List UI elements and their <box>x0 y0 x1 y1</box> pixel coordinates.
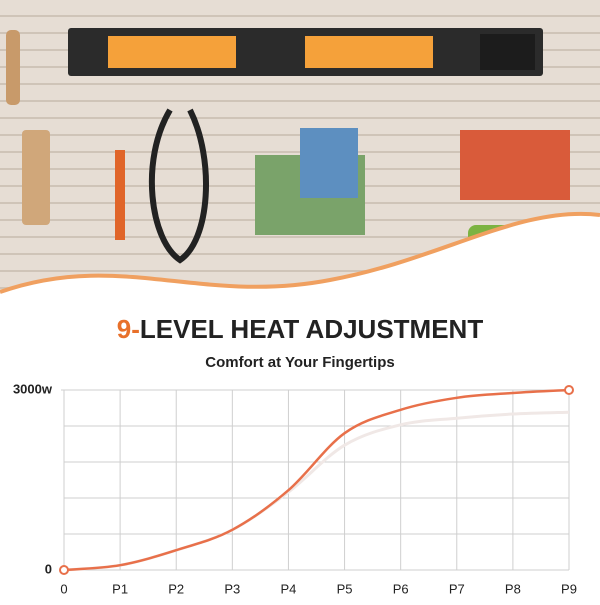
x-tick-label: P6 <box>393 581 409 596</box>
x-tick-label: P4 <box>280 581 296 596</box>
subtitle: Comfort at Your Fingertips <box>205 354 394 371</box>
title-rest: LEVEL HEAT ADJUSTMENT <box>140 314 483 344</box>
y-tick-label: 0 <box>45 561 52 576</box>
end-marker <box>564 385 574 395</box>
y-tick-label: 3000w <box>13 381 53 396</box>
x-tick-label: P7 <box>449 581 465 596</box>
photo <box>0 0 600 300</box>
line <box>63 410 570 572</box>
x-tick-label: P5 <box>337 581 353 596</box>
x-tick-label: P3 <box>224 581 240 596</box>
x-tick-label: P9 <box>561 581 577 596</box>
x-tick-label: P8 <box>505 581 521 596</box>
end-marker <box>59 565 69 575</box>
x-tick-label: P2 <box>168 581 184 596</box>
title-highlight: 9- <box>117 314 140 344</box>
x-tick-label: P1 <box>112 581 128 596</box>
x-tick-label: 0 <box>60 581 67 596</box>
chart-title: 9-LEVEL HEAT ADJUSTMENT <box>117 314 484 344</box>
line <box>63 388 570 572</box>
